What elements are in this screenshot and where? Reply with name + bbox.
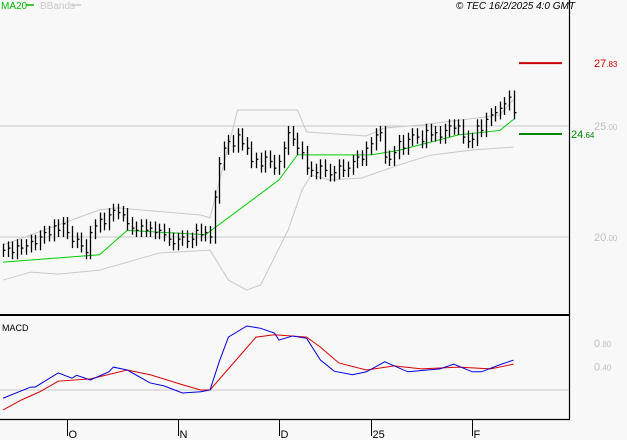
y-tick-label: 0.80	[594, 338, 612, 350]
x-tick-label: D	[281, 429, 289, 440]
y-tick-label: 0.40	[594, 362, 612, 374]
x-tick-label: F	[474, 429, 481, 440]
y-tick-label: 20.00	[594, 232, 618, 244]
support-level-label: 24.64	[571, 129, 595, 141]
bband-upper-line	[2, 99, 514, 246]
x-axis: O N D 25 F	[67, 419, 481, 440]
y-axis-labels: 25.00 20.00 0.80 0.40	[594, 121, 618, 374]
x-tick-label: O	[69, 429, 78, 440]
price-bars	[2, 90, 517, 260]
legend-bbands-label: BBands	[40, 1, 75, 12]
bband-lower-line	[2, 146, 514, 291]
macd-title: MACD	[2, 323, 29, 333]
x-tick-label: N	[180, 429, 188, 440]
macd-panel	[2, 325, 514, 411]
price-levels: 27.83 24.64	[519, 58, 618, 141]
legend-ma20-label: MA20	[1, 1, 28, 12]
resistance-level-label: 27.83	[594, 58, 618, 70]
macd-line	[2, 325, 514, 399]
macd-signal-line	[2, 334, 514, 411]
bollinger-bands	[2, 99, 514, 291]
copyright: © TEC 16/2/2025 4:0 GMT	[456, 1, 576, 12]
y-tick-label: 25.00	[594, 121, 618, 133]
x-tick-label: 25	[373, 429, 385, 440]
